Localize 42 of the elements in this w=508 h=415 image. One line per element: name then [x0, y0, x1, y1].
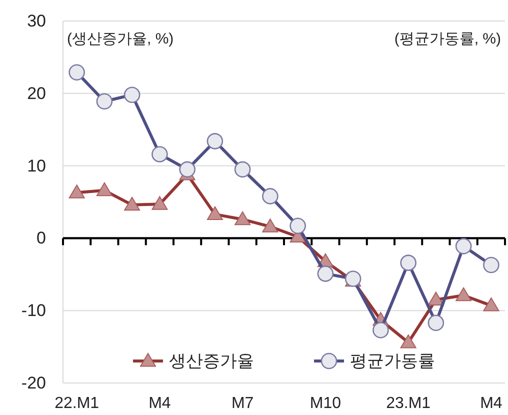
point [68, 64, 85, 81]
point [428, 314, 444, 332]
point [152, 146, 168, 162]
x-tick-label: M4 [480, 395, 502, 412]
point [68, 184, 85, 198]
y-tick-label: 30 [27, 12, 46, 30]
y2-axis-title: (평균가동률, %) [394, 30, 501, 48]
x-tick-label: 23.M1 [386, 395, 431, 412]
x-tick-label: M10 [310, 395, 342, 412]
point [96, 182, 112, 196]
legend-label: 평균가동률 [350, 352, 435, 370]
point [483, 256, 500, 274]
y-tick-label: 10 [27, 156, 46, 176]
point [372, 322, 389, 338]
y-tick-label: 20 [27, 84, 46, 103]
y-tick-label: -10 [21, 301, 46, 320]
x-tick-label: M4 [148, 395, 171, 412]
point [234, 161, 251, 178]
point [206, 133, 224, 150]
point [262, 188, 278, 204]
point [400, 254, 416, 271]
point [317, 266, 334, 282]
point [96, 93, 113, 110]
legend-label: 생산증가율 [169, 352, 254, 370]
point [124, 196, 140, 211]
point [262, 218, 278, 232]
point [124, 86, 140, 103]
x-tick-label: 22.M1 [54, 395, 100, 412]
y-tick-label: -20 [21, 374, 46, 392]
point [179, 161, 196, 178]
y-axis-title: (생산증가율, %) [67, 30, 174, 48]
point [234, 211, 251, 226]
point [483, 298, 500, 312]
point [206, 206, 223, 220]
point [290, 218, 306, 234]
point [455, 238, 472, 254]
point [428, 292, 444, 306]
x-tick-label: M7 [231, 395, 254, 412]
point [152, 196, 168, 210]
point [400, 334, 416, 348]
point [456, 287, 472, 302]
y-tick-label: 0 [36, 228, 46, 248]
